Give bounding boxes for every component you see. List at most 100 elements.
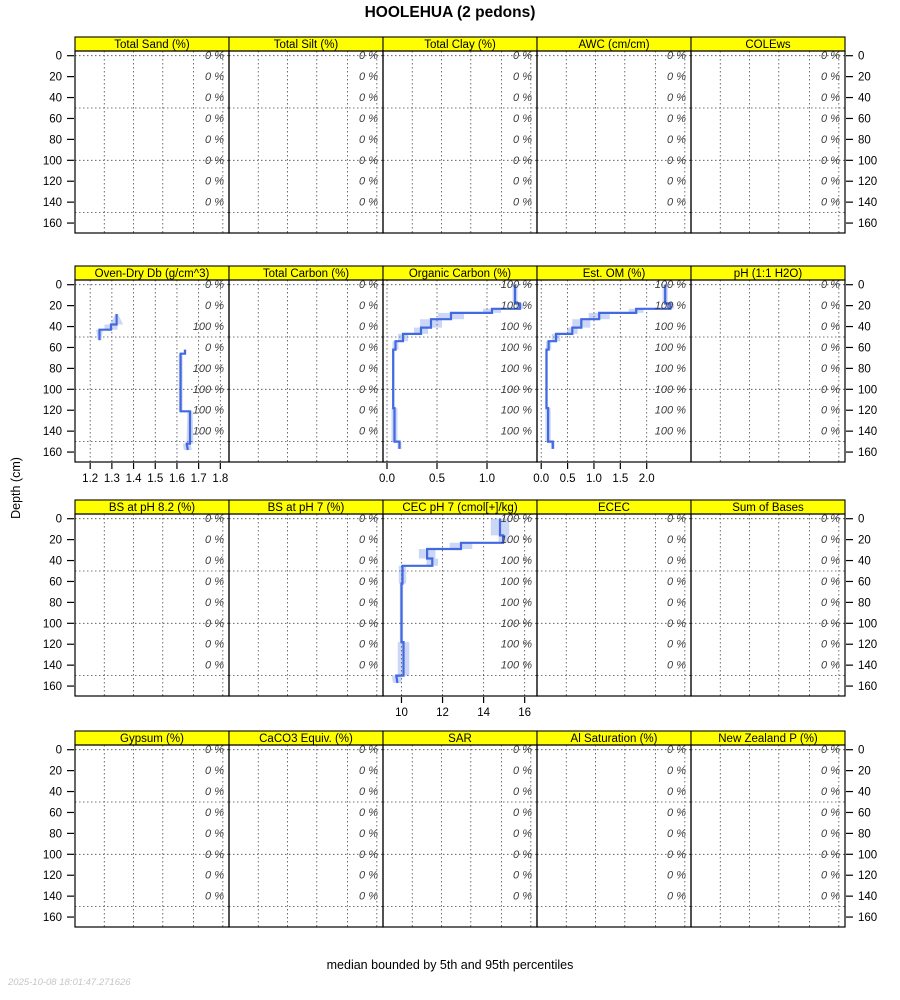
data-availability-label: 0 %	[205, 849, 224, 861]
data-availability-label: 0 %	[513, 92, 532, 104]
panel-content	[75, 514, 229, 696]
data-availability-label: 0 %	[359, 807, 378, 819]
data-availability-label: 0 %	[667, 660, 686, 672]
depth-tick-label: 160	[43, 912, 62, 924]
data-availability-label: 0 %	[359, 342, 378, 354]
depth-tick-label: 60	[49, 807, 62, 819]
data-availability-label: 0 %	[821, 300, 840, 312]
data-availability-label: 100 %	[193, 384, 224, 396]
data-availability-label: 0 %	[667, 828, 686, 840]
data-availability-label: 0 %	[205, 279, 224, 291]
panel-colews: COLEws 0 % 0 % 0 % 0 % 0 % 0 % 0 % 0 %	[690, 36, 846, 234]
data-availability-label: 0 %	[359, 405, 378, 417]
depth-tick-label: 160	[858, 218, 877, 230]
figure-caption: median bounded by 5th and 95th percentil…	[326, 958, 574, 972]
depth-tick-label: 140	[43, 660, 62, 672]
data-availability-label: 0 %	[359, 639, 378, 651]
data-availability-label: 0 %	[205, 197, 224, 209]
data-availability-label: 0 %	[821, 807, 840, 819]
data-availability-label: 0 %	[359, 786, 378, 798]
depth-axis-right: 0 20 40 60 80 100 120 140 160	[846, 745, 877, 924]
depth-tick-label: 160	[858, 447, 877, 459]
data-availability-label: 0 %	[821, 639, 840, 651]
panel-content	[383, 745, 537, 927]
data-availability-label: 0 %	[205, 765, 224, 777]
data-availability-label: 100 %	[193, 405, 224, 417]
data-availability-label: 0 %	[821, 660, 840, 672]
depth-tick-label: 60	[858, 576, 871, 588]
data-availability-label: 100 %	[655, 342, 686, 354]
x-tick-label: 2.0	[639, 473, 655, 485]
depth-tick-label: 80	[858, 828, 871, 840]
panel-bs-at-ph-7: BS at pH 7 (%) 0 % 0 % 0 % 0 % 0 % 0 % 0 % 0 %	[228, 499, 384, 697]
data-availability-label: 0 %	[359, 597, 378, 609]
data-availability-label: 0 %	[359, 50, 378, 62]
data-availability-label: 0 %	[359, 363, 378, 375]
panel-est-om: Est. OM (%) 100 % 100 % 100 % 100 % 100 % 100 …	[533, 265, 692, 485]
x-tick-label: 1.3	[104, 473, 120, 485]
data-availability-label: 0 %	[513, 765, 532, 777]
data-availability-label: 0 %	[667, 92, 686, 104]
data-availability-label: 0 %	[513, 786, 532, 798]
data-availability-label: 0 %	[513, 176, 532, 188]
depth-tick-label: 0	[858, 514, 864, 526]
data-availability-label: 0 %	[205, 134, 224, 146]
depth-tick-label: 40	[49, 93, 62, 105]
data-availability-label: 0 %	[821, 849, 840, 861]
data-availability-label: 0 %	[821, 134, 840, 146]
data-availability-label: 0 %	[513, 71, 532, 83]
data-availability-label: 0 %	[667, 744, 686, 756]
depth-tick-label: 100	[43, 155, 62, 167]
depth-axis-right: 0 20 40 60 80 100 120 140 160	[846, 280, 877, 459]
depth-tick-label: 120	[858, 405, 877, 417]
data-availability-label: 0 %	[359, 176, 378, 188]
panel-content	[229, 745, 383, 927]
data-availability-label: 0 %	[359, 618, 378, 630]
depth-tick-label: 120	[43, 639, 62, 651]
depth-tick-label: 0	[56, 51, 62, 63]
panel-title: Gypsum (%)	[120, 733, 184, 745]
panel-title: ECEC	[598, 502, 630, 514]
depth-tick-label: 20	[858, 301, 871, 313]
data-availability-label: 0 %	[205, 597, 224, 609]
panel-caco3-equiv: CaCO3 Equiv. (%) 0 % 0 % 0 % 0 % 0 % 0 % 0 % 0 %	[228, 730, 384, 928]
depth-tick-label: 40	[858, 322, 871, 334]
depth-tick-label: 120	[43, 176, 62, 188]
panel-border	[690, 279, 846, 463]
data-availability-label: 0 %	[359, 849, 378, 861]
data-availability-label: 0 %	[667, 576, 686, 588]
data-availability-label: 0 %	[821, 828, 840, 840]
data-availability-label: 100 %	[501, 534, 532, 546]
percentile-band	[391, 284, 524, 449]
data-availability-label: 0 %	[821, 155, 840, 167]
data-availability-label: 0 %	[359, 197, 378, 209]
data-availability-label: 0 %	[667, 155, 686, 167]
data-availability-label: 0 %	[205, 744, 224, 756]
data-availability-label: 100 %	[501, 363, 532, 375]
depth-axis-left: 0 20 40 60 80 100 120 140 160	[43, 745, 74, 924]
x-tick-label: 14	[477, 707, 490, 719]
panel-bs-at-ph-8-2: BS at pH 8.2 (%) 0 % 0 % 0 % 0 % 0 % 0 % 0 % 0 %	[74, 499, 230, 697]
data-availability-label: 100 %	[655, 384, 686, 396]
x-tick-label: 0.0	[533, 473, 549, 485]
data-availability-label: 0 %	[359, 660, 378, 672]
panel-content	[75, 280, 229, 462]
data-availability-label: 0 %	[205, 828, 224, 840]
data-availability-label: 0 %	[359, 744, 378, 756]
data-availability-label: 0 %	[667, 513, 686, 525]
depth-tick-label: 0	[56, 280, 62, 292]
data-availability-label: 0 %	[821, 555, 840, 567]
panel-border	[690, 744, 846, 928]
depth-tick-label: 120	[858, 870, 877, 882]
panel-title: Al Saturation (%)	[571, 733, 658, 745]
data-availability-label: 100 %	[193, 426, 224, 438]
depth-tick-label: 60	[858, 113, 871, 125]
depth-tick-label: 40	[858, 93, 871, 105]
data-availability-label: 100 %	[501, 321, 532, 333]
data-availability-label: 0 %	[359, 576, 378, 588]
depth-tick-label: 20	[858, 72, 871, 84]
depth-tick-label: 0	[858, 745, 864, 757]
x-axis: 10 12 14 16	[395, 697, 531, 719]
data-availability-label: 0 %	[821, 513, 840, 525]
